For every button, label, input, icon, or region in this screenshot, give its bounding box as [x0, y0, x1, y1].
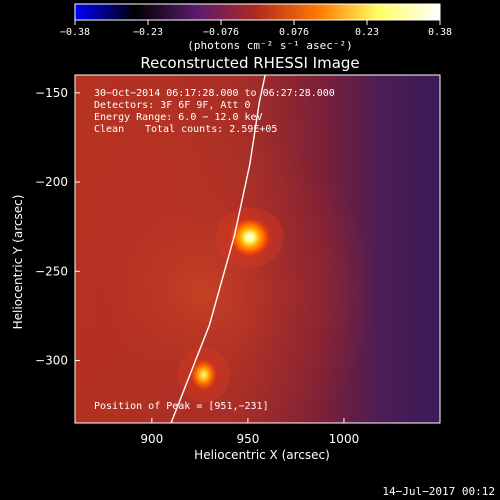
- info-line-3: Energy Range: 6.0 − 12.0 keV: [94, 112, 263, 123]
- peak-position-text: Position of Peak = [951,−231]: [94, 401, 269, 412]
- info-line-1: 30−Oct−2014 06:17:28.000 to 06:27:28.000: [94, 88, 335, 99]
- info-line-2: Detectors: 3F 6F 9F, Att 0: [94, 100, 251, 111]
- y-axis-label: Heliocentric Y (arcsec): [11, 195, 25, 330]
- x-tick-label: 900: [140, 432, 163, 446]
- colorbar-unit-label: (photons cm⁻² s⁻¹ asec⁻²): [187, 39, 353, 52]
- x-tick-label: 1000: [329, 432, 360, 446]
- source-core: [225, 214, 274, 261]
- y-axis-ticks: −150 −200 −250 −300: [35, 86, 80, 368]
- x-axis-label: Heliocentric X (arcsec): [194, 448, 330, 462]
- info-line-4-right: Total counts: 2.59E+05: [145, 124, 277, 135]
- colorbar-tick-label: 0.23: [355, 27, 379, 38]
- x-tick-label: 950: [236, 432, 259, 446]
- colorbar-tick-label: 0.38: [428, 27, 452, 38]
- colorbar-tick-label: −0.23: [133, 27, 163, 38]
- timestamp: 14−Jul−2017 00:12: [382, 485, 495, 498]
- info-line-4-left: Clean: [94, 124, 124, 135]
- colorbar-ticks: −0.38 −0.23 −0.076 0.076 0.23 0.38: [60, 20, 452, 38]
- chart-title: Reconstructed RHESSI Image: [140, 54, 359, 72]
- colorbar-tick-label: −0.076: [203, 27, 239, 38]
- solar-limb-curve: [170, 74, 266, 424]
- plot-area: [75, 74, 440, 424]
- y-tick-label: −200: [35, 175, 68, 189]
- y-tick-label: −250: [35, 264, 68, 278]
- x-axis-ticks: 900 950 1000: [140, 418, 359, 446]
- colorbar-tick-label: 0.076: [279, 27, 309, 38]
- y-tick-label: −300: [35, 354, 68, 368]
- plot-frame: [74, 74, 441, 424]
- source-layer: [177, 207, 284, 403]
- y-tick-label: −150: [35, 86, 68, 100]
- colorbar: [74, 3, 441, 21]
- colorbar-tick-label: −0.38: [60, 27, 90, 38]
- source-core: [186, 354, 221, 395]
